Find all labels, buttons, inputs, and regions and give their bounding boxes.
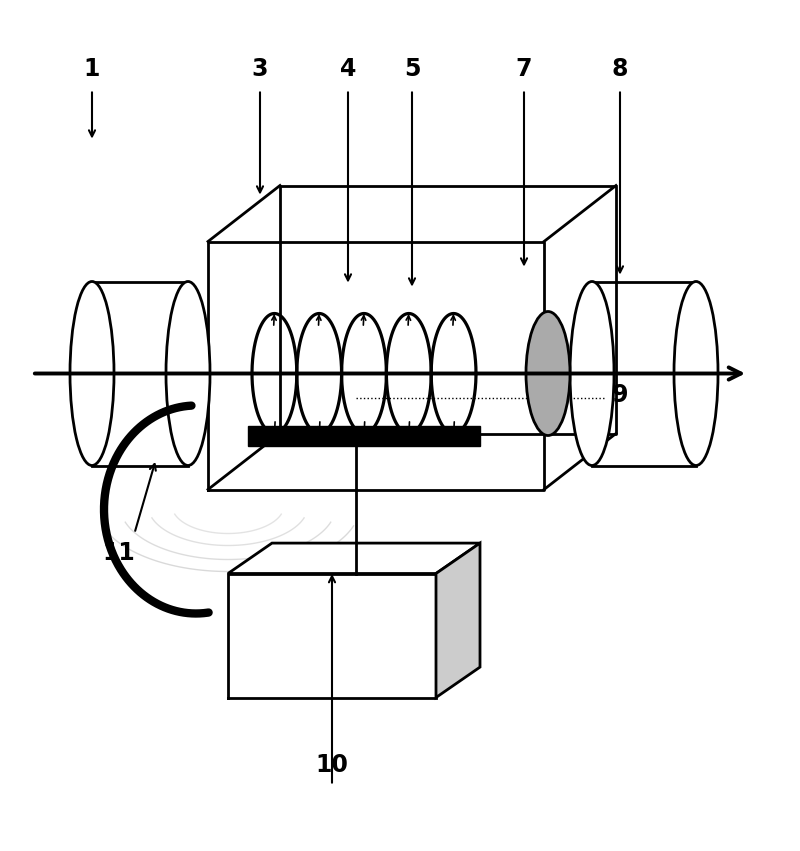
Text: 7: 7 bbox=[516, 58, 532, 82]
Text: 8: 8 bbox=[612, 58, 628, 82]
Ellipse shape bbox=[674, 282, 718, 465]
Text: 11: 11 bbox=[102, 541, 134, 566]
Ellipse shape bbox=[70, 282, 114, 465]
Text: 10: 10 bbox=[315, 753, 349, 778]
Ellipse shape bbox=[166, 282, 210, 465]
Text: 1: 1 bbox=[84, 58, 100, 82]
Text: 5: 5 bbox=[404, 58, 420, 82]
Polygon shape bbox=[436, 543, 480, 698]
Text: 4: 4 bbox=[340, 58, 356, 82]
Text: 3: 3 bbox=[252, 58, 268, 82]
Ellipse shape bbox=[570, 282, 614, 465]
Text: 9: 9 bbox=[612, 383, 628, 407]
Bar bbox=[248, 426, 480, 446]
Ellipse shape bbox=[526, 311, 570, 436]
Polygon shape bbox=[228, 543, 480, 574]
